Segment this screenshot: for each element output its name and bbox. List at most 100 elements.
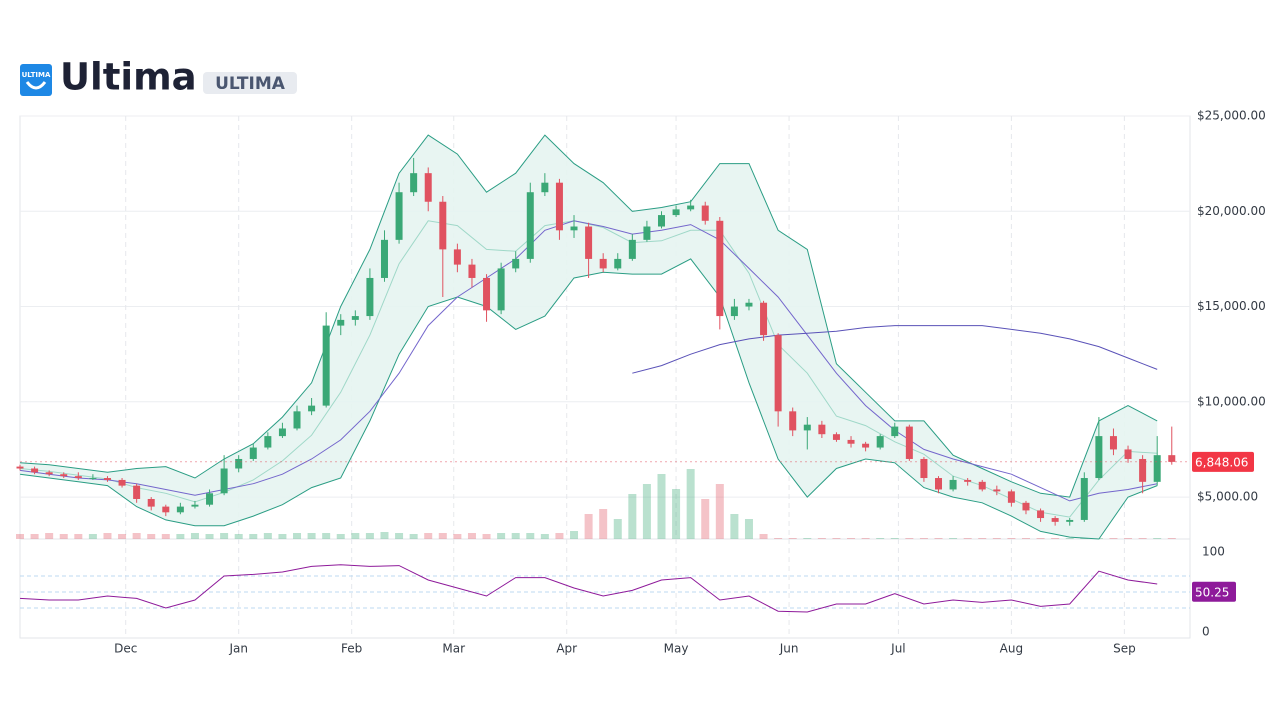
candle-body [1124, 449, 1132, 459]
candle-body [847, 439, 855, 444]
volume-bar [555, 533, 564, 539]
volume-bar [832, 538, 841, 539]
x-tick-label: Apr [556, 642, 577, 656]
volume-bar [263, 533, 272, 539]
volume-bar [88, 534, 97, 539]
volume-bar [103, 533, 112, 539]
candle-body [716, 220, 724, 317]
band-upper [19, 134, 1158, 498]
x-tick-label: Sep [1113, 642, 1136, 656]
volume-bar [59, 534, 68, 539]
candle-body [133, 485, 141, 499]
ticker-badge [203, 72, 297, 94]
candle-body [322, 325, 330, 406]
candle-body [803, 424, 811, 431]
candle-body [439, 201, 447, 250]
volume-bar [307, 533, 316, 539]
volume-bar [1138, 538, 1147, 539]
candle-body [920, 458, 928, 479]
logo-text: ULTIMA [22, 71, 51, 79]
volume-bar [1153, 538, 1162, 539]
candle-body [993, 489, 1001, 492]
candle-body [570, 226, 578, 231]
volume-bar [409, 534, 418, 539]
candle-body [614, 258, 622, 269]
logo-icon [20, 64, 52, 96]
volume-bar [424, 533, 433, 539]
volume-bar [132, 533, 141, 539]
candle-body [541, 182, 549, 193]
volume-bar [905, 538, 914, 539]
candle-body [118, 479, 126, 486]
volume-bar [847, 538, 856, 539]
volume-bar [220, 533, 229, 539]
volume-bar [1051, 538, 1060, 539]
volume-bar [1007, 538, 1016, 539]
y-tick-label: $5,000.00 [1197, 490, 1258, 504]
x-tick-label: Aug [1000, 642, 1023, 656]
volume-bar [234, 534, 243, 539]
candle-body [964, 479, 972, 482]
volume-bar [1036, 538, 1045, 539]
candle-body [395, 192, 403, 240]
y-tick-label: $15,000.00 [1197, 299, 1266, 313]
candle-body [293, 411, 301, 429]
volume-bar [380, 532, 389, 539]
x-tick-label: Mar [442, 642, 465, 656]
volume-bar [1167, 538, 1176, 539]
rsi-badge [1192, 581, 1236, 602]
rsi-line [19, 564, 1158, 613]
volume-bar [467, 533, 476, 539]
volume-bar [744, 519, 753, 539]
volume-bar [686, 469, 695, 539]
candle-body [1051, 518, 1059, 522]
title: Ultima [60, 56, 197, 99]
candle-body [235, 458, 243, 469]
volume-bar [978, 538, 987, 539]
candle-body [1080, 478, 1088, 520]
candle-body [701, 205, 709, 221]
volume-bar [963, 538, 972, 539]
candle-body [483, 277, 491, 311]
candle-body [585, 226, 593, 259]
candle-body [672, 209, 680, 216]
candle-body [745, 302, 753, 307]
candle-body [876, 436, 884, 448]
candle-body [730, 306, 738, 317]
candle-body [657, 215, 665, 227]
logo-shape [25, 81, 47, 90]
volume-bar [205, 534, 214, 539]
last-price-badge [1192, 451, 1254, 472]
candle-body [862, 443, 870, 448]
volume-bar [249, 534, 258, 539]
candle-body [512, 258, 520, 269]
volume-bar [453, 534, 462, 539]
candle-body [468, 264, 476, 278]
volume-bar [45, 533, 54, 539]
candle-body [60, 474, 68, 477]
candle-body [366, 277, 374, 317]
candle-body [891, 426, 899, 437]
volume-bar [1065, 538, 1074, 539]
volume-bar [861, 538, 870, 539]
volume-bar [672, 489, 681, 539]
candle-body [45, 472, 53, 475]
candle-body [424, 173, 432, 202]
y-tick-label: $20,000.00 [1197, 204, 1266, 218]
x-tick-label: Dec [114, 642, 137, 656]
volume-bar [628, 494, 637, 539]
candle-body [1168, 455, 1176, 462]
volume-bar [176, 534, 185, 539]
candle-body [599, 258, 607, 269]
volume-bar [365, 533, 374, 539]
candle-body [74, 476, 82, 479]
x-tick-label: May [664, 642, 689, 656]
candle-body [410, 173, 418, 193]
volume-bar [497, 533, 506, 539]
candle-body [832, 434, 840, 440]
candle-body [905, 426, 913, 459]
volume-bar [992, 538, 1001, 539]
volume-bar [919, 538, 928, 539]
candle-body [774, 335, 782, 412]
